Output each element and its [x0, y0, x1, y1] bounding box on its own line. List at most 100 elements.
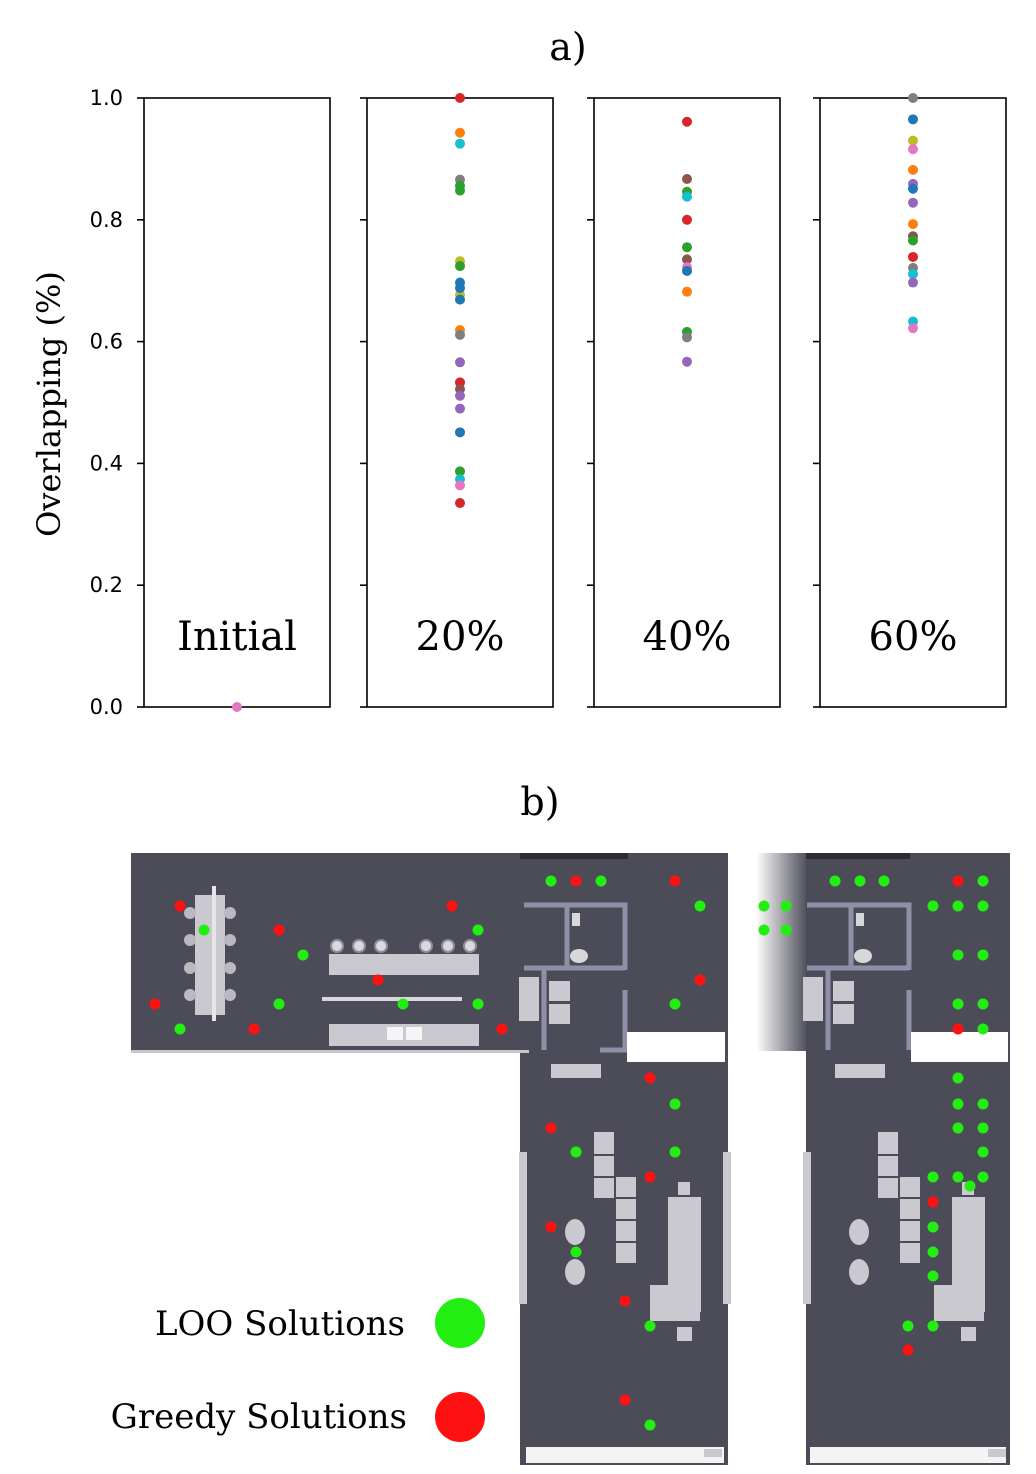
greedy-solution-marker: [694, 974, 706, 986]
loo-solution-marker: [198, 924, 210, 936]
loo-solution-marker: [977, 900, 989, 912]
y-tick-label: 1.0: [90, 86, 123, 110]
loo-solution-marker: [472, 998, 484, 1010]
data-point: [682, 173, 692, 184]
panel-a-label: a): [549, 25, 586, 69]
data-point: [682, 332, 692, 343]
subplot-title: 20%: [416, 614, 505, 660]
subplot-title: 40%: [643, 614, 732, 660]
loo-solution-marker: [545, 875, 557, 887]
loo-solution-marker: [952, 1171, 964, 1183]
loo-solution-marker: [644, 1419, 656, 1431]
data-point: [455, 480, 465, 491]
loo-solution-marker: [570, 1146, 582, 1158]
greedy-solution-marker: [545, 1221, 557, 1233]
floorplan-right-solution-markers: [758, 875, 989, 1356]
data-point: [455, 403, 465, 414]
legend-label-loo: LOO Solutions: [155, 1304, 405, 1344]
loo-solution-marker: [758, 900, 770, 912]
data-point: [908, 144, 918, 155]
loo-solution-marker: [952, 998, 964, 1010]
subplot-title: 60%: [869, 614, 958, 660]
loo-solution-marker: [977, 1171, 989, 1183]
data-point: [908, 251, 918, 262]
data-point: [455, 127, 465, 138]
data-point: [455, 261, 465, 272]
panel-b-label: b): [520, 780, 559, 824]
data-point: [682, 116, 692, 127]
greedy-solution-marker: [902, 1344, 914, 1356]
floorplan-right: [756, 853, 1010, 1465]
data-point: [908, 93, 918, 103]
loo-solution-marker: [927, 1270, 939, 1282]
data-point: [682, 356, 692, 367]
loo-solution-marker: [952, 900, 964, 912]
data-point: [455, 329, 465, 340]
data-point: [455, 93, 465, 103]
greedy-solution-marker: [570, 875, 582, 887]
greedy-solution-marker: [174, 900, 186, 912]
loo-solution-marker: [952, 1122, 964, 1134]
data-point: [908, 219, 918, 230]
loo-solution-marker: [780, 924, 792, 936]
data-point: [908, 135, 918, 146]
y-axis-label: Overlapping (%): [30, 271, 68, 537]
loo-solution-marker: [780, 900, 792, 912]
data-point: [682, 254, 692, 265]
data-point: [455, 138, 465, 149]
loo-solution-marker: [977, 875, 989, 887]
y-tick-label: 0.2: [90, 573, 123, 597]
loo-solution-marker: [273, 998, 285, 1010]
loo-solution-marker: [878, 875, 890, 887]
loo-solution-marker: [927, 900, 939, 912]
loo-solution-marker: [952, 1098, 964, 1110]
loo-solution-marker: [927, 1171, 939, 1183]
greedy-solution-marker: [446, 900, 458, 912]
loo-solution-marker: [964, 1180, 976, 1192]
loo-solution-marker: [977, 949, 989, 961]
y-tick-label: 0.8: [90, 208, 123, 232]
greedy-solution-marker: [927, 1196, 939, 1208]
greedy-solution-marker: [248, 1023, 260, 1035]
loo-solution-marker: [397, 998, 409, 1010]
greedy-solution-marker: [149, 998, 161, 1010]
subplot-3: 40%: [587, 97, 781, 708]
y-tick-label: 0.4: [90, 451, 123, 475]
subplot-1: Initial: [137, 97, 331, 712]
data-point: [682, 191, 692, 202]
data-point: [455, 427, 465, 438]
loo-solution-marker: [927, 1246, 939, 1258]
greedy-solution-marker: [273, 924, 285, 936]
data-point: [455, 466, 465, 477]
loo-solution-marker: [977, 1098, 989, 1110]
data-point: [455, 283, 465, 294]
data-point: [908, 164, 918, 175]
loo-solution-marker: [927, 1320, 939, 1332]
loo-solution-marker: [297, 949, 309, 961]
loo-solution-marker: [669, 998, 681, 1010]
subplot-4: 60%: [813, 93, 1007, 708]
subplot-2: 20%: [360, 93, 554, 708]
data-point: [908, 269, 918, 280]
y-tick-label: 0.6: [90, 330, 123, 354]
greedy-solution-marker: [496, 1023, 508, 1035]
data-point: [682, 286, 692, 297]
loo-solution-marker: [669, 1098, 681, 1110]
data-point: [455, 390, 465, 401]
loo-solution-marker: [570, 1246, 582, 1258]
data-point: [682, 242, 692, 253]
greedy-solution-marker: [644, 1171, 656, 1183]
loo-solution-marker: [952, 949, 964, 961]
loo-solution-marker: [977, 1146, 989, 1158]
loo-solution-marker: [595, 875, 607, 887]
loo-solution-marker: [758, 924, 770, 936]
loo-solution-marker: [669, 1146, 681, 1158]
legend-marker-greedy: [435, 1392, 485, 1442]
subplots: Initial 20% 40% 60%: [137, 93, 1007, 712]
data-point: [232, 702, 242, 712]
data-point: [682, 214, 692, 225]
data-point: [908, 323, 918, 334]
subplot-frame: [366, 97, 554, 708]
loo-solution-marker: [977, 1023, 989, 1035]
